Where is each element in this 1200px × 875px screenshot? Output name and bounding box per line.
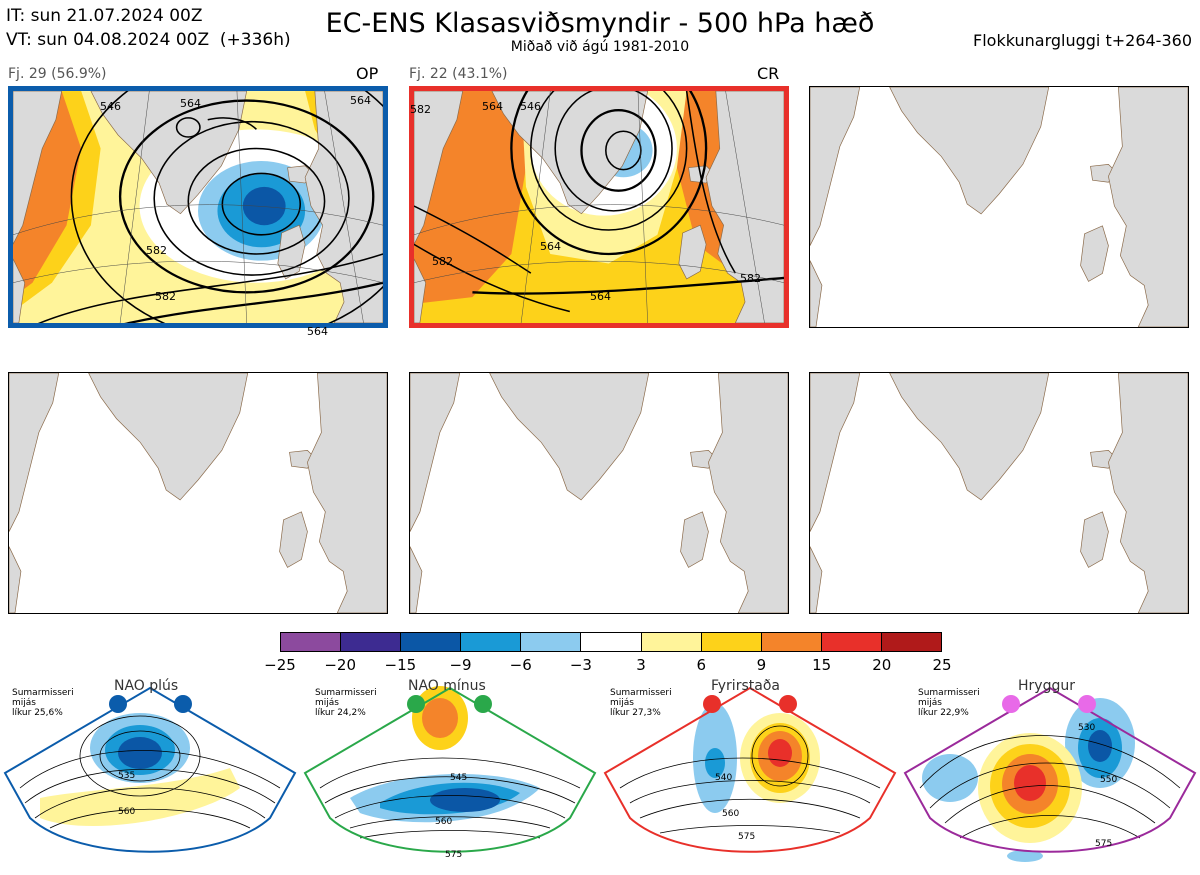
regime-line2: mijás	[315, 698, 339, 708]
initial-time: IT: sun 21.07.2024 00Z	[6, 6, 203, 26]
svg-text:545: 545	[450, 773, 467, 783]
regime-prob: líkur 24,2%	[315, 708, 366, 718]
valid-time: VT: sun 04.08.2024 00Z (+336h)	[6, 30, 291, 50]
cluster-1-map	[8, 86, 388, 328]
colorbar-tick-label: −3	[569, 656, 592, 674]
colorbar-swatch	[821, 633, 882, 651]
colorbar-tick-label: 6	[696, 656, 707, 674]
colorbar-tick-label: 9	[756, 656, 767, 674]
svg-text:575: 575	[445, 850, 462, 860]
colorbar-swatch	[761, 633, 822, 651]
regime-name: Hryggur	[1018, 678, 1075, 694]
colorbar-swatch	[521, 633, 582, 651]
cluster-2-map	[409, 86, 789, 328]
regime-season: Sumarmisseri	[12, 688, 74, 698]
contour-label: 564	[180, 97, 201, 110]
colorbar-swatch	[281, 633, 342, 651]
contour-label: 582	[410, 103, 431, 116]
colorbar-swatch	[461, 633, 522, 651]
colorbar-swatch	[401, 633, 462, 651]
colorbar-tick-label: 15	[812, 656, 832, 674]
page-subtitle: Miðað við ágú 1981-2010	[510, 39, 690, 55]
empty-map-panel	[8, 372, 388, 614]
regime-nao-plus: 535 560 NAO plús Sumarmisseri mijás líku…	[0, 678, 300, 871]
regime-nao-minus: 545 560 575 NAO mínus Sumarmisseri mijás…	[300, 678, 600, 871]
colorbar-tick-label: −20	[324, 656, 356, 674]
contour-label: 582	[155, 290, 176, 303]
contour-label: 546	[100, 100, 121, 113]
regime-season: Sumarmisseri	[610, 688, 672, 698]
colorbar-swatch	[581, 633, 642, 651]
regime-season: Sumarmisseri	[918, 688, 980, 698]
colorbar-tick-label: −25	[264, 656, 296, 674]
classification-window: Flokkunargluggi t+264-360	[973, 31, 1192, 50]
regime-name: NAO mínus	[408, 678, 486, 694]
regime-line2: mijás	[12, 698, 36, 708]
contour-label: 564	[590, 290, 611, 303]
regime-prob: líkur 22,9%	[918, 708, 969, 718]
svg-text:560: 560	[722, 809, 739, 819]
regime-season: Sumarmisseri	[315, 688, 377, 698]
regime-line2: mijás	[610, 698, 634, 708]
empty-map-panel	[409, 372, 789, 614]
svg-text:550: 550	[1100, 775, 1117, 785]
contour-label: 564	[540, 240, 561, 253]
regime-name: Fyrirstaða	[711, 678, 780, 694]
regime-line2: mijás	[918, 698, 942, 708]
svg-text:575: 575	[1095, 839, 1112, 849]
colorbar-tick-label: 25	[932, 656, 952, 674]
empty-map-panel	[809, 86, 1189, 328]
contour-label: 582	[740, 272, 761, 285]
colorbar-tick-label: 20	[872, 656, 892, 674]
colorbar-swatch	[341, 633, 402, 651]
contour-label: 564	[350, 94, 371, 107]
cluster-1-tag: OP	[356, 64, 379, 83]
colorbar-tick-label: −15	[384, 656, 417, 674]
contour-label: 546	[520, 100, 541, 113]
svg-text:560: 560	[118, 807, 135, 817]
regime-ridge: 530 550 575 Hryggur Sumarmisseri mijás l…	[900, 678, 1200, 871]
svg-text:530: 530	[1078, 723, 1095, 733]
regime-prob: líkur 27,3%	[610, 708, 661, 718]
contour-label: 564	[307, 325, 328, 338]
cluster-2-label: Fj. 22 (43.1%)	[409, 66, 508, 82]
colorbar-swatch	[641, 633, 702, 651]
colorbar-tick-label: −6	[509, 656, 532, 674]
regime-blocking: 540 560 575 Fyrirstaða Sumarmisseri mijá…	[600, 678, 900, 871]
regime-name: NAO plús	[114, 678, 179, 694]
empty-map-panel	[809, 372, 1189, 614]
contour-label: 564	[482, 100, 503, 113]
colorbar-tick-label: −9	[449, 656, 472, 674]
svg-text:535: 535	[118, 771, 135, 781]
page-title: EC-ENS Klasasviðsmyndir - 500 hPa hæð	[325, 8, 875, 39]
regime-prob: líkur 25,6%	[12, 708, 63, 718]
svg-text:540: 540	[715, 773, 732, 783]
colorbar-swatch	[701, 633, 762, 651]
colorbar-swatch	[881, 633, 942, 651]
contour-label: 582	[146, 244, 167, 257]
colorbar-tick-label: 3	[636, 656, 646, 674]
svg-text:575: 575	[738, 832, 755, 842]
cluster-2-tag: CR	[757, 64, 780, 83]
svg-text:560: 560	[435, 817, 452, 827]
cluster-1-label: Fj. 29 (56.9%)	[8, 66, 107, 82]
contour-label: 582	[432, 255, 453, 268]
colorbar	[280, 632, 942, 652]
